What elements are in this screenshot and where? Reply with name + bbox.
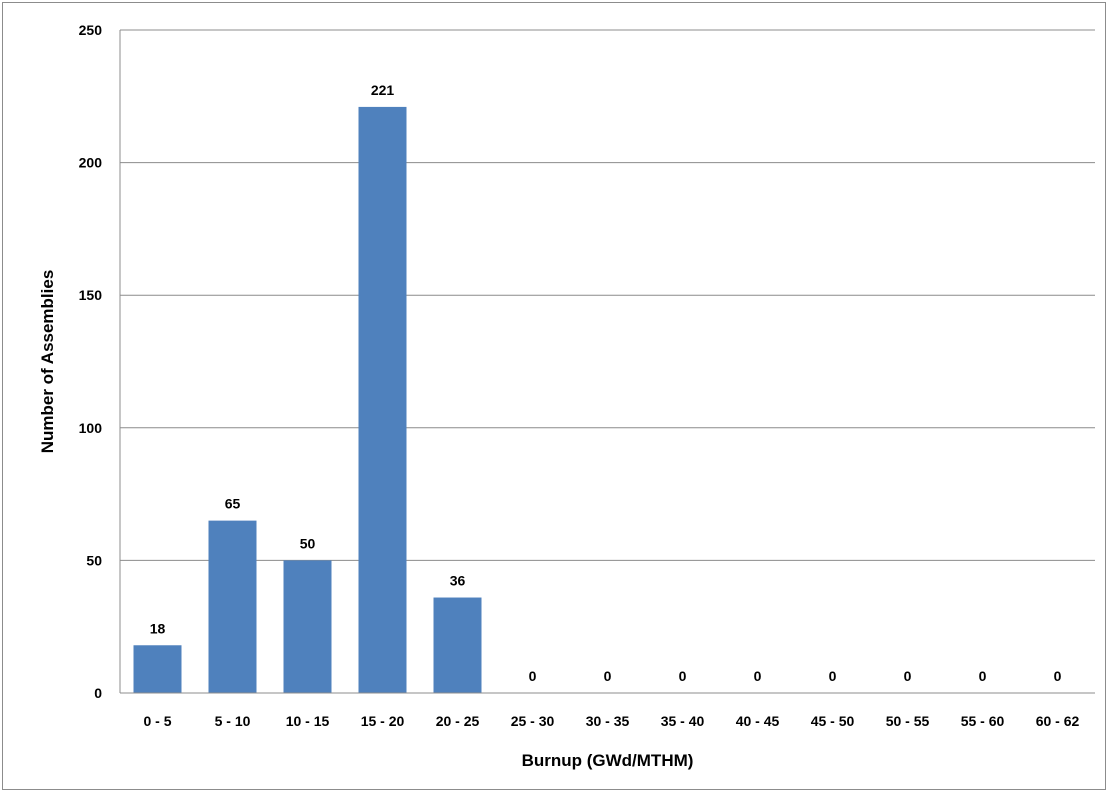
data-label: 0 [829, 668, 837, 684]
data-label: 0 [604, 668, 612, 684]
x-tick-label: 30 - 35 [586, 713, 630, 729]
data-label: 0 [904, 668, 912, 684]
bar [358, 106, 407, 693]
data-label: 65 [225, 496, 241, 512]
x-tick-label: 35 - 40 [661, 713, 705, 729]
x-tick-label: 0 - 5 [143, 713, 171, 729]
x-tick-label: 55 - 60 [961, 713, 1005, 729]
bar [133, 645, 182, 693]
data-label: 0 [754, 668, 762, 684]
data-label: 50 [300, 535, 316, 551]
data-label: 0 [529, 668, 537, 684]
x-tick-label: 10 - 15 [286, 713, 330, 729]
x-axis-ticks: 0 - 5 5 - 10 10 - 15 15 - 20 20 - 25 25 - 30 3… [143, 713, 1079, 729]
data-label: 0 [979, 668, 987, 684]
bar [208, 520, 257, 693]
y-tick-label: 50 [86, 552, 102, 568]
data-label: 0 [1054, 668, 1062, 684]
y-tick-label: 200 [79, 155, 103, 171]
x-tick-label: 20 - 25 [436, 713, 480, 729]
gridlines [120, 29, 1095, 561]
data-label: 221 [371, 82, 395, 98]
data-label: 0 [679, 668, 687, 684]
y-tick-label: 150 [79, 287, 103, 303]
data-label: 18 [150, 620, 166, 636]
x-tick-label: 45 - 50 [811, 713, 855, 729]
bars [133, 106, 482, 693]
y-tick-label: 250 [79, 22, 103, 38]
x-tick-label: 60 - 62 [1036, 713, 1080, 729]
bar [433, 597, 482, 693]
y-tick-label: 100 [79, 420, 103, 436]
y-axis-title: Number of Assemblies [38, 270, 57, 454]
x-tick-label: 40 - 45 [736, 713, 780, 729]
data-label: 36 [450, 573, 466, 589]
x-tick-label: 5 - 10 [215, 713, 251, 729]
y-axis-ticks: 0 50 100 150 200 250 [79, 22, 103, 701]
y-tick-label: 0 [94, 685, 102, 701]
data-labels: 18 65 50 221 36 0 0 0 0 0 0 0 0 [150, 82, 1062, 684]
x-axis-title: Burnup (GWd/MTHM) [522, 751, 694, 770]
bar [283, 560, 332, 693]
x-tick-label: 50 - 55 [886, 713, 930, 729]
x-tick-label: 25 - 30 [511, 713, 555, 729]
x-tick-label: 15 - 20 [361, 713, 405, 729]
